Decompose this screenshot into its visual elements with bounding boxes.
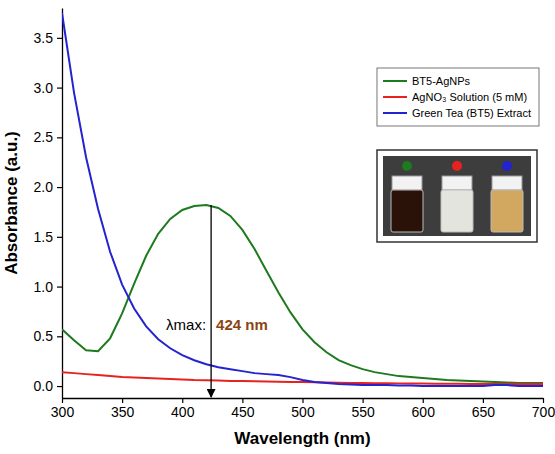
inset-photo: [377, 150, 537, 242]
vial-body: [391, 190, 423, 232]
tick-label: 2.5: [34, 129, 54, 145]
tick-label: 650: [472, 404, 496, 420]
tick: 300: [51, 398, 75, 420]
vial-cap: [442, 176, 472, 190]
inset-dot: [402, 161, 412, 171]
vial-body: [441, 190, 473, 232]
tick: 550: [351, 398, 375, 420]
tick: 2.0: [34, 179, 62, 195]
chart: 300 350 400 450 500 550 600 650 700 0.0 0.5 1.0 1.5 2…: [0, 0, 555, 454]
legend-label: Green Tea (BT5) Extract: [412, 107, 531, 119]
series-line: [62, 13, 543, 386]
tick-label: 3.5: [34, 30, 54, 46]
y-axis: 0.0 0.5 1.0 1.5 2.0 2.5 3.0 3.5: [34, 9, 63, 399]
tick: 0.0: [34, 378, 62, 394]
tick: 0.5: [34, 328, 62, 344]
inset-background: [383, 156, 531, 236]
tick: 2.5: [34, 129, 62, 145]
tick-label: 1.5: [34, 229, 54, 245]
tick: 650: [472, 398, 496, 420]
tick-mark: [423, 398, 424, 403]
inset-dot: [452, 161, 462, 171]
legend-label: BT5-AgNPs: [412, 75, 471, 87]
tick-label: 3.0: [34, 80, 54, 96]
tick-label: 350: [111, 404, 135, 420]
tick-mark: [122, 398, 123, 403]
tick: 600: [412, 398, 436, 420]
tick: 3.5: [34, 30, 62, 46]
legend-swatch: [383, 96, 407, 98]
tick-label: 600: [412, 404, 436, 420]
legend-swatch: [383, 80, 407, 82]
tick-mark: [543, 398, 544, 403]
x-axis: 300 350 400 450 500 550 600 650 700: [51, 398, 555, 420]
plot-area: [62, 13, 543, 397]
annotation-arrow: [210, 205, 211, 397]
vial-cap: [492, 176, 522, 190]
tick-mark: [182, 398, 183, 403]
tick: 1.0: [34, 279, 62, 295]
tick-label: 0.5: [34, 328, 54, 344]
inset-frame: [377, 150, 537, 242]
tick-label: 500: [291, 404, 315, 420]
axis-line: [62, 9, 63, 399]
tick: 350: [111, 398, 135, 420]
legend-label: AgNO₃ Solution (5 mM): [412, 91, 527, 103]
legend-swatch: [383, 112, 407, 114]
tick-label: 300: [51, 404, 75, 420]
vial-body: [491, 190, 523, 232]
tick-mark: [57, 237, 62, 238]
annotation-value: 424 nm: [216, 316, 268, 333]
tick-label: 0.0: [34, 378, 54, 394]
tick: 700: [532, 398, 555, 420]
tick-mark: [57, 386, 62, 387]
tick-mark: [483, 398, 484, 403]
tick-label: 2.0: [34, 179, 54, 195]
tick-mark: [62, 398, 63, 403]
tick-mark: [57, 137, 62, 138]
tick: 450: [231, 398, 255, 420]
tick: 400: [171, 398, 195, 420]
tick-label: 1.0: [34, 279, 54, 295]
tick-label: 450: [231, 404, 255, 420]
tick-mark: [57, 187, 62, 188]
inset-dot: [502, 161, 512, 171]
tick-label: 550: [351, 404, 375, 420]
x-axis-title: Wavelength (nm): [234, 429, 370, 448]
tick-mark: [57, 38, 62, 39]
legend: BT5-AgNPs AgNO₃ Solution (5 mM) Green Tea …: [377, 68, 539, 126]
tick-mark: [57, 87, 62, 88]
tick-mark: [363, 398, 364, 403]
tick: 500: [291, 398, 315, 420]
legend-box: [377, 68, 539, 126]
annotation-label: λmax:: [166, 316, 206, 333]
vial-cap: [392, 176, 422, 190]
tick-label: 400: [171, 404, 195, 420]
tick-label: 700: [532, 404, 555, 420]
series-line: [62, 372, 543, 384]
tick-mark: [302, 398, 303, 403]
y-axis-title: Absorbance (a.u.): [2, 131, 21, 275]
tick-mark: [57, 286, 62, 287]
tick: 1.5: [34, 229, 62, 245]
tick-mark: [57, 336, 62, 337]
tick: 3.0: [34, 80, 62, 96]
tick-mark: [242, 398, 243, 403]
